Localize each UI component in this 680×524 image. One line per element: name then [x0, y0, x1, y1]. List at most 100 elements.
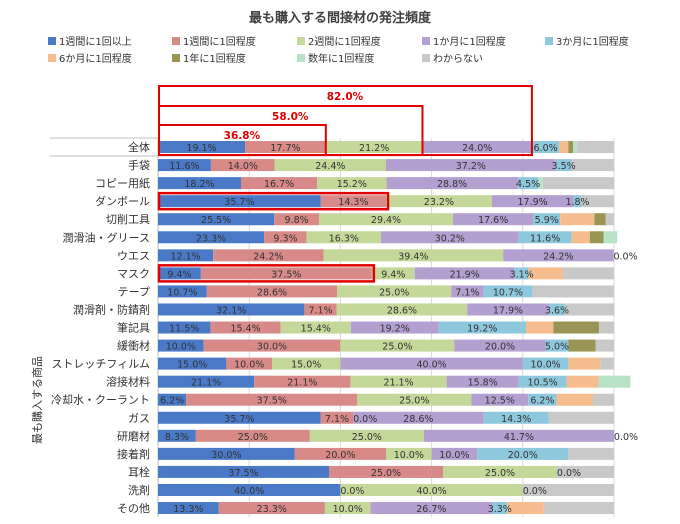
- bar-segment: [529, 267, 563, 279]
- bar-segment: [573, 141, 578, 153]
- legend-swatch: [297, 37, 305, 45]
- bar-segment: [544, 502, 614, 514]
- legend-swatch: [422, 54, 430, 62]
- legend-swatch: [297, 54, 305, 62]
- data-label: 15.2%: [337, 179, 367, 190]
- data-label: 9.3%: [273, 233, 297, 244]
- bar-segment: [590, 231, 604, 243]
- data-label: 25.5%: [201, 215, 231, 226]
- bar-segment: [526, 322, 553, 334]
- legend-label: わからない: [433, 53, 483, 65]
- legend-label: 1年に1回程度: [183, 52, 246, 65]
- data-label: 10.7%: [167, 287, 197, 298]
- annotation-label: 36.8%: [224, 130, 261, 142]
- data-label: 19.2%: [467, 324, 497, 335]
- data-label: 10.7%: [493, 287, 523, 298]
- category-label: コピー用紙: [95, 176, 150, 190]
- bar-segment: [567, 376, 599, 388]
- data-label: 20.0%: [325, 450, 355, 461]
- data-label: 21.1%: [191, 378, 221, 389]
- data-label: 19.1%: [186, 143, 216, 154]
- category-label: 潤滑剤・防錆剤: [73, 302, 150, 316]
- category-label: ガス: [128, 412, 150, 425]
- data-label: 32.1%: [216, 305, 246, 316]
- legend-label: 1週間に1回以上: [59, 36, 132, 48]
- data-label: 0.0%: [557, 468, 581, 479]
- data-label: 21.2%: [359, 143, 389, 154]
- data-label: 24.0%: [462, 143, 492, 154]
- legend-swatch: [422, 37, 430, 45]
- category-label: テープ: [118, 285, 150, 298]
- legend-label: 1か月に1回程度: [433, 35, 506, 48]
- data-label: 3.1%: [510, 269, 534, 280]
- data-label: 28.6%: [403, 414, 433, 425]
- data-label: 40.0%: [234, 486, 264, 497]
- bar-segment: [565, 303, 614, 315]
- data-label: 16.3%: [329, 233, 359, 244]
- data-label: 25.0%: [485, 468, 515, 479]
- bar-segment: [543, 177, 614, 189]
- data-label: 4.5%: [516, 179, 540, 190]
- data-label: 6.0%: [534, 143, 558, 154]
- category-label: ダンボール: [95, 194, 150, 208]
- bar-segment: [557, 394, 593, 406]
- data-label: 21.9%: [450, 269, 480, 280]
- data-label: 0.0%: [340, 486, 364, 497]
- data-label: 30.0%: [211, 450, 241, 461]
- bar-segment: [549, 412, 614, 424]
- data-label: 14.3%: [338, 197, 368, 208]
- data-label: 6.2%: [530, 396, 554, 407]
- data-label: 41.7%: [504, 432, 534, 443]
- bar-segment: [593, 394, 614, 406]
- data-label: 17.9%: [493, 305, 523, 316]
- data-label: 9.4%: [167, 269, 191, 280]
- chart-title: 最も購入する間接材の発注頻度: [249, 10, 432, 26]
- data-label: 25.0%: [399, 396, 429, 407]
- data-label: 11.6%: [530, 233, 560, 244]
- data-label: 25.0%: [238, 432, 268, 443]
- category-label: マスク: [117, 267, 150, 280]
- data-label: 17.9%: [518, 197, 548, 208]
- legend-swatch: [172, 37, 180, 45]
- bar-segment: [532, 285, 614, 297]
- data-label: 24.2%: [253, 251, 283, 262]
- y-axis-title: 最も購入する商品: [30, 356, 44, 444]
- data-label: 20.0%: [485, 342, 515, 353]
- data-label: 23.3%: [196, 233, 226, 244]
- data-label: 14.0%: [228, 161, 258, 172]
- data-label: 28.6%: [257, 287, 287, 298]
- data-label: 15.0%: [291, 360, 321, 371]
- data-label: 25.0%: [379, 287, 409, 298]
- data-label: 15.0%: [177, 360, 207, 371]
- bar-segment: [578, 141, 614, 153]
- data-label: 0.0%: [353, 414, 377, 425]
- data-label: 37.5%: [228, 468, 258, 479]
- bar-segment: [568, 448, 614, 460]
- category-label: 洗剤: [128, 483, 150, 497]
- data-label: 7.1%: [455, 287, 479, 298]
- category-label: 全体: [128, 140, 150, 154]
- legend-swatch: [48, 37, 56, 45]
- legend-label: 2週間に1回程度: [308, 35, 381, 48]
- category-label: 筆記具: [117, 321, 150, 335]
- category-axis-labels: 全体手袋コピー用紙ダンボール切削工具潤滑油・グリースウエスマスクテープ潤滑剤・防…: [51, 140, 150, 515]
- data-label: 15.4%: [230, 324, 260, 335]
- data-label: 5.0%: [545, 342, 569, 353]
- data-label: 11.5%: [169, 324, 199, 335]
- data-label: 10.0%: [234, 360, 264, 371]
- data-label: 26.7%: [416, 504, 446, 515]
- data-label: 37.5%: [257, 396, 287, 407]
- data-label: 6.2%: [160, 396, 184, 407]
- data-label: 23.3%: [257, 504, 287, 515]
- category-label: 耳栓: [128, 465, 150, 479]
- data-label: 7.1%: [325, 414, 349, 425]
- category-label: 切削工具: [106, 212, 150, 226]
- data-label: 21.1%: [287, 378, 317, 389]
- data-label: 10.0%: [439, 450, 469, 461]
- bar-segment: [568, 358, 600, 370]
- data-label: 30.2%: [435, 233, 465, 244]
- data-label: 10.0%: [531, 360, 561, 371]
- data-label: 3.5%: [552, 161, 576, 172]
